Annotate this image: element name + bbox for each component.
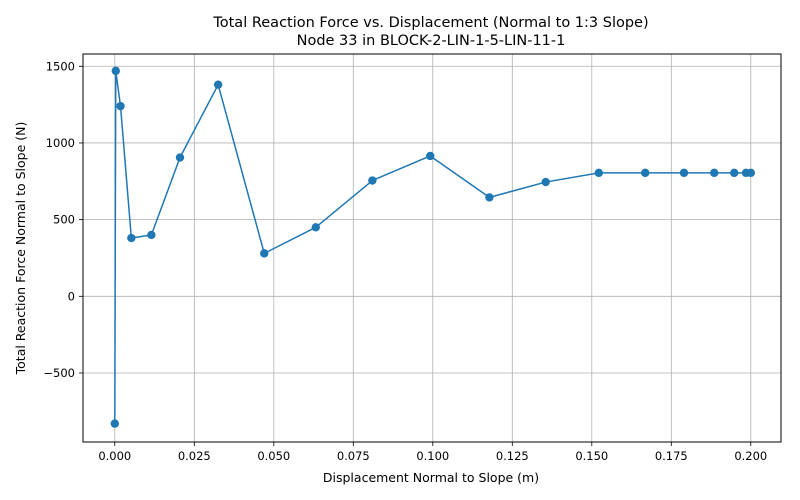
x-tick-label: 0.075: [337, 449, 370, 463]
data-point: [426, 151, 435, 161]
data-point: [213, 80, 223, 89]
plot-area-frame: [82, 53, 782, 443]
data-point: [594, 168, 603, 178]
x-tick-label: 0.050: [257, 449, 290, 463]
grid-layer: [83, 54, 781, 442]
tick-layer: 0.000 0.025 0.050 0.075 0.100 0.125 0.150 0.175…: [43, 59, 767, 463]
data-point: [110, 419, 119, 428]
data-point: [311, 223, 320, 232]
data-point: [679, 168, 689, 178]
x-tick-label: 0.100: [416, 449, 449, 463]
y-tick-label: 500: [53, 213, 75, 227]
y-tick-label: 0: [68, 289, 75, 303]
data-point: [541, 177, 550, 187]
x-tick-label: 0.150: [575, 449, 608, 463]
data-point: [368, 176, 377, 185]
y-tick-label: 1500: [46, 59, 75, 73]
x-tick-label: 0.125: [496, 449, 529, 463]
x-tick-label: 0.025: [178, 449, 211, 463]
data-point: [710, 168, 719, 178]
data-point: [175, 153, 185, 162]
data-point: [260, 249, 269, 258]
data-point: [746, 168, 755, 178]
data-point: [147, 230, 156, 240]
data-point: [730, 168, 739, 178]
y-axis-label: Total Reaction Force Normal to Slope (N): [13, 122, 28, 376]
data-point: [485, 193, 494, 202]
data-point: [111, 66, 120, 76]
x-tick-label: 0.000: [98, 449, 131, 463]
x-tick-label: 0.200: [734, 449, 767, 463]
y-tick-label: −500: [43, 366, 75, 380]
data-point: [127, 233, 136, 243]
y-tick-label: 1000: [46, 136, 75, 150]
data-point: [641, 168, 650, 178]
x-axis-label: Displacement Normal to Slope (m): [323, 470, 539, 485]
data-point: [116, 101, 125, 111]
chart-title: Total Reaction Force vs. Displacement (N…: [212, 15, 648, 31]
x-tick-label: 0.175: [655, 449, 688, 463]
chart-subtitle: Node 33 in BLOCK-2-LIN-1-5-LIN-11-1: [297, 33, 566, 49]
data-layer: [110, 66, 755, 428]
